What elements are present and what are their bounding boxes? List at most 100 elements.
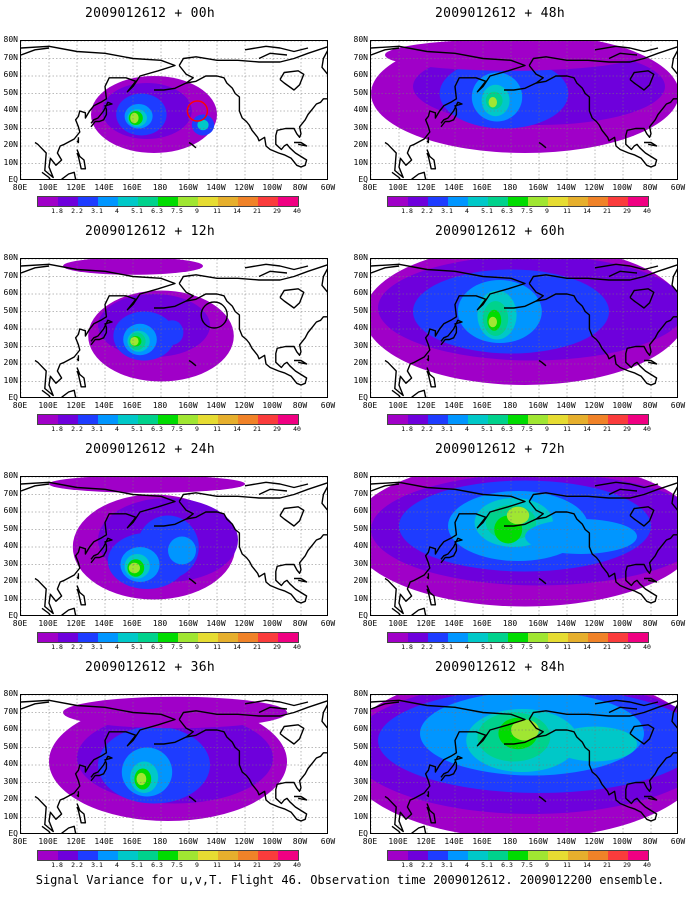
longitude-label: 120E	[416, 619, 436, 628]
latitude-label: 40N	[353, 105, 368, 114]
coastline	[188, 795, 197, 803]
latitude-label: 10N	[3, 375, 18, 385]
colorbar-swatch	[488, 197, 508, 206]
longitude-label: 120W	[584, 619, 604, 628]
coastline	[629, 70, 655, 91]
colorbar-label: 6.3	[501, 861, 513, 869]
colorbar-swatch	[238, 197, 258, 206]
coastline	[61, 607, 77, 615]
longitude-label: 60W	[670, 619, 686, 628]
longitude-label: 160E	[122, 619, 142, 628]
longitude-label: 60W	[320, 619, 336, 628]
variance-map	[21, 41, 327, 179]
colorbar-swatch	[628, 633, 648, 642]
longitude-label: 140W	[556, 401, 576, 410]
colorbar-label: 1.8	[401, 207, 413, 215]
longitude-label: 80W	[642, 619, 658, 628]
colorbar-swatch	[138, 851, 158, 860]
colorbar	[37, 414, 299, 425]
colorbar-swatch	[528, 851, 548, 860]
colorbar-label: 14	[233, 207, 241, 215]
longitude-label: 100W	[612, 401, 632, 410]
map-panel: 2009012612 + 60h 80N 70N 60N 50N 40N 30N 20N 10N…	[350, 218, 686, 438]
longitude-label: 160E	[472, 401, 492, 410]
colorbar-label: 14	[583, 861, 591, 869]
longitude-label: 120E	[66, 619, 86, 628]
latitude-label: 10N	[353, 593, 368, 603]
panel-title: 2009012612 + 24h	[84, 442, 216, 457]
colorbar-label: 4	[115, 643, 119, 651]
longitude-label: 80W	[292, 837, 308, 846]
colorbar-label: 21	[253, 861, 261, 869]
colorbar-swatch	[218, 851, 238, 860]
coastline	[440, 755, 463, 782]
variance-contour	[130, 336, 139, 346]
longitude-label: 140W	[206, 619, 226, 628]
coastline	[188, 577, 197, 585]
colorbar-label: 6.3	[151, 425, 163, 433]
coastline	[528, 501, 677, 604]
colorbar-label: 11	[563, 861, 571, 869]
colorbar-swatch	[98, 197, 118, 206]
latitude-label: 40N	[353, 759, 368, 768]
coastline	[41, 607, 51, 615]
coastline	[671, 50, 677, 75]
colorbar-label: 4	[115, 425, 119, 433]
coastline	[244, 263, 309, 271]
colorbar	[387, 196, 649, 207]
colorbar-label: 5.1	[131, 425, 143, 433]
colorbar-swatch	[138, 197, 158, 206]
colorbar-swatch	[608, 197, 628, 206]
longitude-label: 160E	[122, 837, 142, 846]
latitude-label: 50N	[3, 87, 18, 97]
longitude-label: 160E	[122, 183, 142, 192]
latitude-label: 20N	[3, 794, 18, 803]
coastline	[426, 803, 437, 824]
colorbar-swatch	[238, 633, 258, 642]
latitude-label: 30N	[3, 122, 18, 132]
coastline	[371, 47, 400, 56]
coastline	[21, 483, 50, 492]
longitude-label: 60W	[670, 401, 686, 410]
panel-title: 2009012612 + 72h	[434, 442, 566, 457]
colorbar-label: 6.3	[501, 643, 513, 651]
colorbar-swatch	[508, 415, 528, 424]
map-panel: 2009012612 + 12h 80N 70N 60N 50N 40N 30N 20N 10N…	[0, 218, 336, 438]
colorbar-label: 7.5	[521, 643, 533, 651]
latitude-label: 10N	[353, 375, 368, 385]
flight-track-circle	[186, 100, 209, 122]
coastline	[504, 736, 537, 745]
colorbar-label: 4	[465, 861, 469, 869]
colorbar-swatch	[468, 633, 488, 642]
latitude-label: 60N	[353, 288, 368, 297]
longitude-label: 100E	[38, 837, 58, 846]
longitude-label: 100E	[388, 619, 408, 628]
variance-contour	[49, 477, 245, 493]
latitude-label: 80N	[3, 689, 18, 698]
latitude-label: 50N	[353, 305, 368, 315]
colorbar-label: 1.8	[51, 425, 63, 433]
colorbar-label: 11	[563, 207, 571, 215]
coastline	[76, 149, 87, 170]
coastline	[258, 488, 288, 496]
colorbar-label: 5.1	[481, 207, 493, 215]
latitude-label: 60N	[3, 70, 18, 79]
longitude-label: 180	[152, 183, 168, 192]
longitude-label: 80E	[12, 837, 28, 846]
longitude-label: 140W	[556, 619, 576, 628]
longitude-label: 160W	[178, 619, 198, 628]
latitude-label: EQ	[358, 611, 368, 620]
longitude-label: 160W	[528, 183, 548, 192]
longitude-label: 80E	[362, 401, 378, 410]
coastline	[608, 706, 638, 714]
colorbar-swatch	[408, 415, 428, 424]
coastline	[321, 268, 327, 293]
latitude-label: 10N	[3, 157, 18, 167]
longitude-label: 60W	[670, 837, 686, 846]
colorbar-label: 9	[545, 861, 549, 869]
coastline	[426, 355, 430, 362]
colorbar-swatch	[508, 197, 528, 206]
colorbar-swatch	[508, 851, 528, 860]
coastline	[594, 45, 659, 53]
coastline	[90, 319, 113, 346]
